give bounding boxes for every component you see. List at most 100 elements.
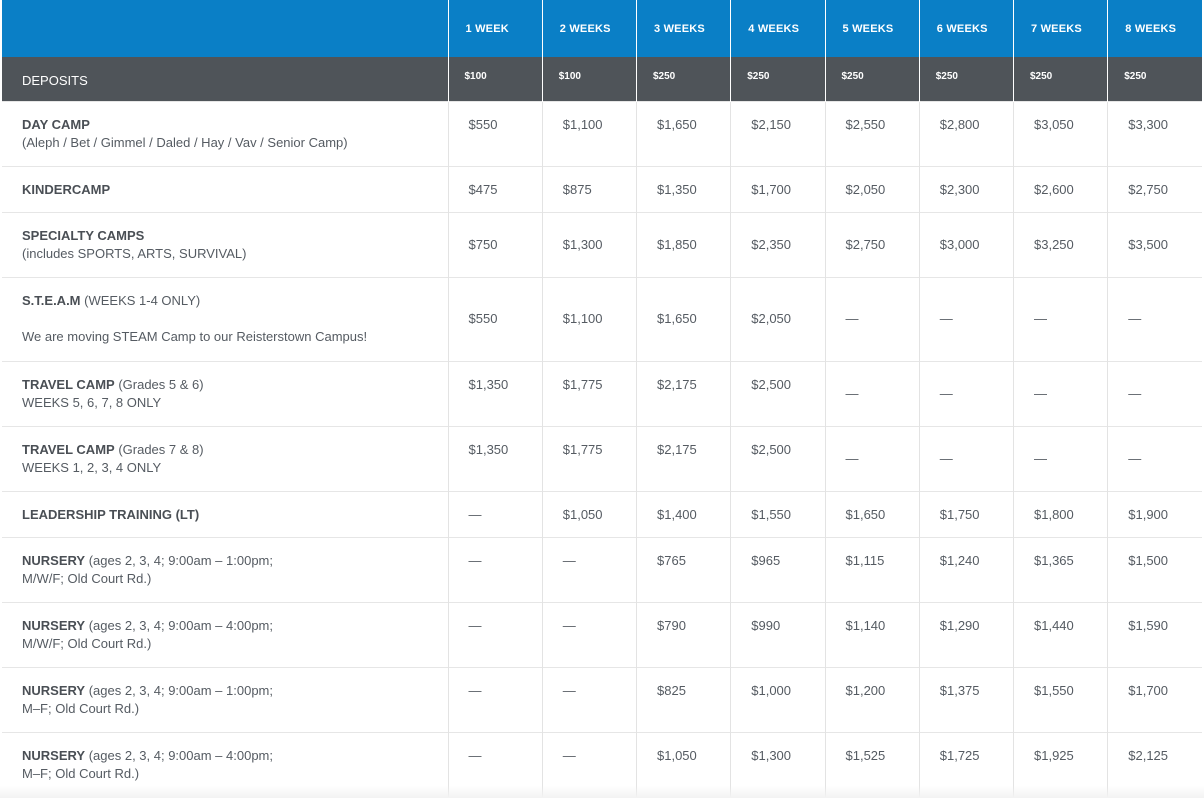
price-cell: $1,300: [730, 731, 825, 797]
price-cell: $1,365: [1012, 536, 1108, 602]
program-cell: NURSERY (ages 2, 3, 4; 9:00am – 4:00pm; …: [2, 601, 448, 667]
table-row: TRAVEL CAMP (Grades 5 & 6) WEEKS 5, 6, 7…: [2, 360, 1202, 426]
price-cell: $1,350: [447, 425, 543, 491]
price-cell: $1,200: [824, 666, 920, 732]
price-cell: $1,550: [1012, 666, 1108, 732]
table-row: NURSERY (ages 2, 3, 4; 9:00am – 4:00pm; …: [2, 731, 1202, 797]
price-cell: $1,100: [541, 100, 637, 166]
deposit-value: $250: [824, 57, 920, 101]
week-header: 1 WEEK: [447, 0, 543, 57]
price-cell: $825: [635, 666, 731, 732]
price-cell: —: [1012, 360, 1108, 426]
program-name: KINDERCAMP: [22, 181, 111, 197]
table-row: LEADERSHIP TRAINING (LT) — $1,050 $1,400…: [2, 490, 1202, 537]
price-cell: $1,300: [541, 211, 637, 277]
price-cell: $1,500: [1107, 536, 1202, 602]
program-qualifier: (ages 2, 3, 4; 9:00am – 4:00pm;: [85, 747, 273, 763]
deposit-value: $250: [1107, 57, 1202, 101]
price-cell: $2,050: [824, 165, 920, 212]
price-cell: $1,850: [635, 211, 731, 277]
price-cell: $3,000: [918, 211, 1014, 277]
price-cell: $1,650: [635, 100, 731, 166]
program-note: M/W/F; Old Court Rd.): [22, 570, 152, 586]
price-cell: $1,050: [635, 731, 731, 797]
price-cell: —: [918, 360, 1014, 426]
deposit-value: $250: [730, 57, 825, 101]
price-cell: $790: [635, 601, 731, 667]
price-cell: —: [824, 425, 920, 491]
price-cell: $1,440: [1012, 601, 1108, 667]
header-corner: [2, 0, 448, 57]
program-name: SPECIALTY CAMPS: [22, 227, 145, 243]
price-cell: $3,300: [1107, 100, 1202, 166]
program-qualifier: (ages 2, 3, 4; 9:00am – 1:00pm;: [85, 552, 273, 568]
deposits-row: DEPOSITS $100 $100 $250 $250 $250 $250 $…: [2, 57, 1202, 101]
week-header: 6 WEEKS: [918, 0, 1014, 57]
price-cell: $550: [447, 100, 543, 166]
price-cell: —: [447, 536, 543, 602]
price-cell: —: [1107, 425, 1202, 491]
price-cell: $2,500: [730, 425, 825, 491]
price-cell: $875: [541, 165, 637, 212]
table-row: DAY CAMP (Aleph / Bet / Gimmel / Daled /…: [2, 100, 1202, 166]
price-cell: $1,375: [918, 666, 1014, 732]
program-cell: NURSERY (ages 2, 3, 4; 9:00am – 1:00pm; …: [2, 666, 448, 732]
price-cell: —: [541, 601, 637, 667]
price-cell: $1,700: [730, 165, 825, 212]
price-cell: $2,750: [1107, 165, 1202, 212]
price-cell: —: [447, 601, 543, 667]
price-cell: $2,175: [635, 360, 731, 426]
price-cell: $1,900: [1107, 490, 1202, 537]
price-cell: —: [918, 425, 1014, 491]
table-row: S.T.E.A.M (WEEKS 1-4 ONLY) We are moving…: [2, 276, 1202, 361]
program-note: M–F; Old Court Rd.): [22, 765, 140, 781]
program-note: WEEKS 5, 6, 7, 8 ONLY: [22, 394, 162, 410]
program-note: WEEKS 1, 2, 3, 4 ONLY: [22, 459, 162, 475]
program-cell: NURSERY (ages 2, 3, 4; 9:00am – 4:00pm; …: [2, 731, 448, 797]
program-cell: NURSERY (ages 2, 3, 4; 9:00am – 1:00pm; …: [2, 536, 448, 602]
price-cell: —: [918, 276, 1014, 361]
price-cell: $1,590: [1107, 601, 1202, 667]
price-cell: $1,100: [541, 276, 637, 361]
table-row: KINDERCAMP $475 $875 $1,350 $1,700 $2,05…: [2, 165, 1202, 212]
deposit-value: $100: [447, 57, 543, 101]
price-cell: $1,550: [730, 490, 825, 537]
price-cell: $2,125: [1107, 731, 1202, 797]
program-name: TRAVEL CAMP: [22, 376, 115, 392]
price-cell: $1,750: [918, 490, 1014, 537]
price-cell: $2,150: [730, 100, 825, 166]
program-cell: LEADERSHIP TRAINING (LT): [2, 490, 448, 537]
week-header: 5 WEEKS: [824, 0, 920, 57]
deposit-value: $250: [918, 57, 1014, 101]
program-cell: KINDERCAMP: [2, 165, 448, 212]
price-cell: $3,050: [1012, 100, 1108, 166]
table-row: TRAVEL CAMP (Grades 7 & 8) WEEKS 1, 2, 3…: [2, 425, 1202, 491]
price-cell: $1,050: [541, 490, 637, 537]
price-cell: $2,175: [635, 425, 731, 491]
table-row: SPECIALTY CAMPS (includes SPORTS, ARTS, …: [2, 211, 1202, 277]
price-cell: $1,115: [824, 536, 920, 602]
price-cell: $2,300: [918, 165, 1014, 212]
program-cell: SPECIALTY CAMPS (includes SPORTS, ARTS, …: [2, 211, 448, 277]
price-cell: $3,250: [1012, 211, 1108, 277]
program-name: TRAVEL CAMP: [22, 441, 115, 457]
price-cell: —: [541, 666, 637, 732]
price-cell: $2,600: [1012, 165, 1108, 212]
deposit-value: $250: [1012, 57, 1108, 101]
program-name: S.T.E.A.M: [22, 292, 81, 308]
price-cell: $2,350: [730, 211, 825, 277]
price-cell: $1,775: [541, 360, 637, 426]
price-cell: $965: [730, 536, 825, 602]
program-note: (includes SPORTS, ARTS, SURVIVAL): [22, 245, 247, 261]
price-cell: $990: [730, 601, 825, 667]
price-cell: $1,525: [824, 731, 920, 797]
price-cell: $765: [635, 536, 731, 602]
program-name: NURSERY: [22, 552, 86, 568]
program-cell: DAY CAMP (Aleph / Bet / Gimmel / Daled /…: [2, 100, 448, 166]
price-cell: —: [1012, 425, 1108, 491]
program-qualifier: (ages 2, 3, 4; 9:00am – 4:00pm;: [85, 617, 273, 633]
price-cell: $1,650: [824, 490, 920, 537]
price-cell: —: [824, 360, 920, 426]
price-cell: —: [1107, 276, 1202, 361]
